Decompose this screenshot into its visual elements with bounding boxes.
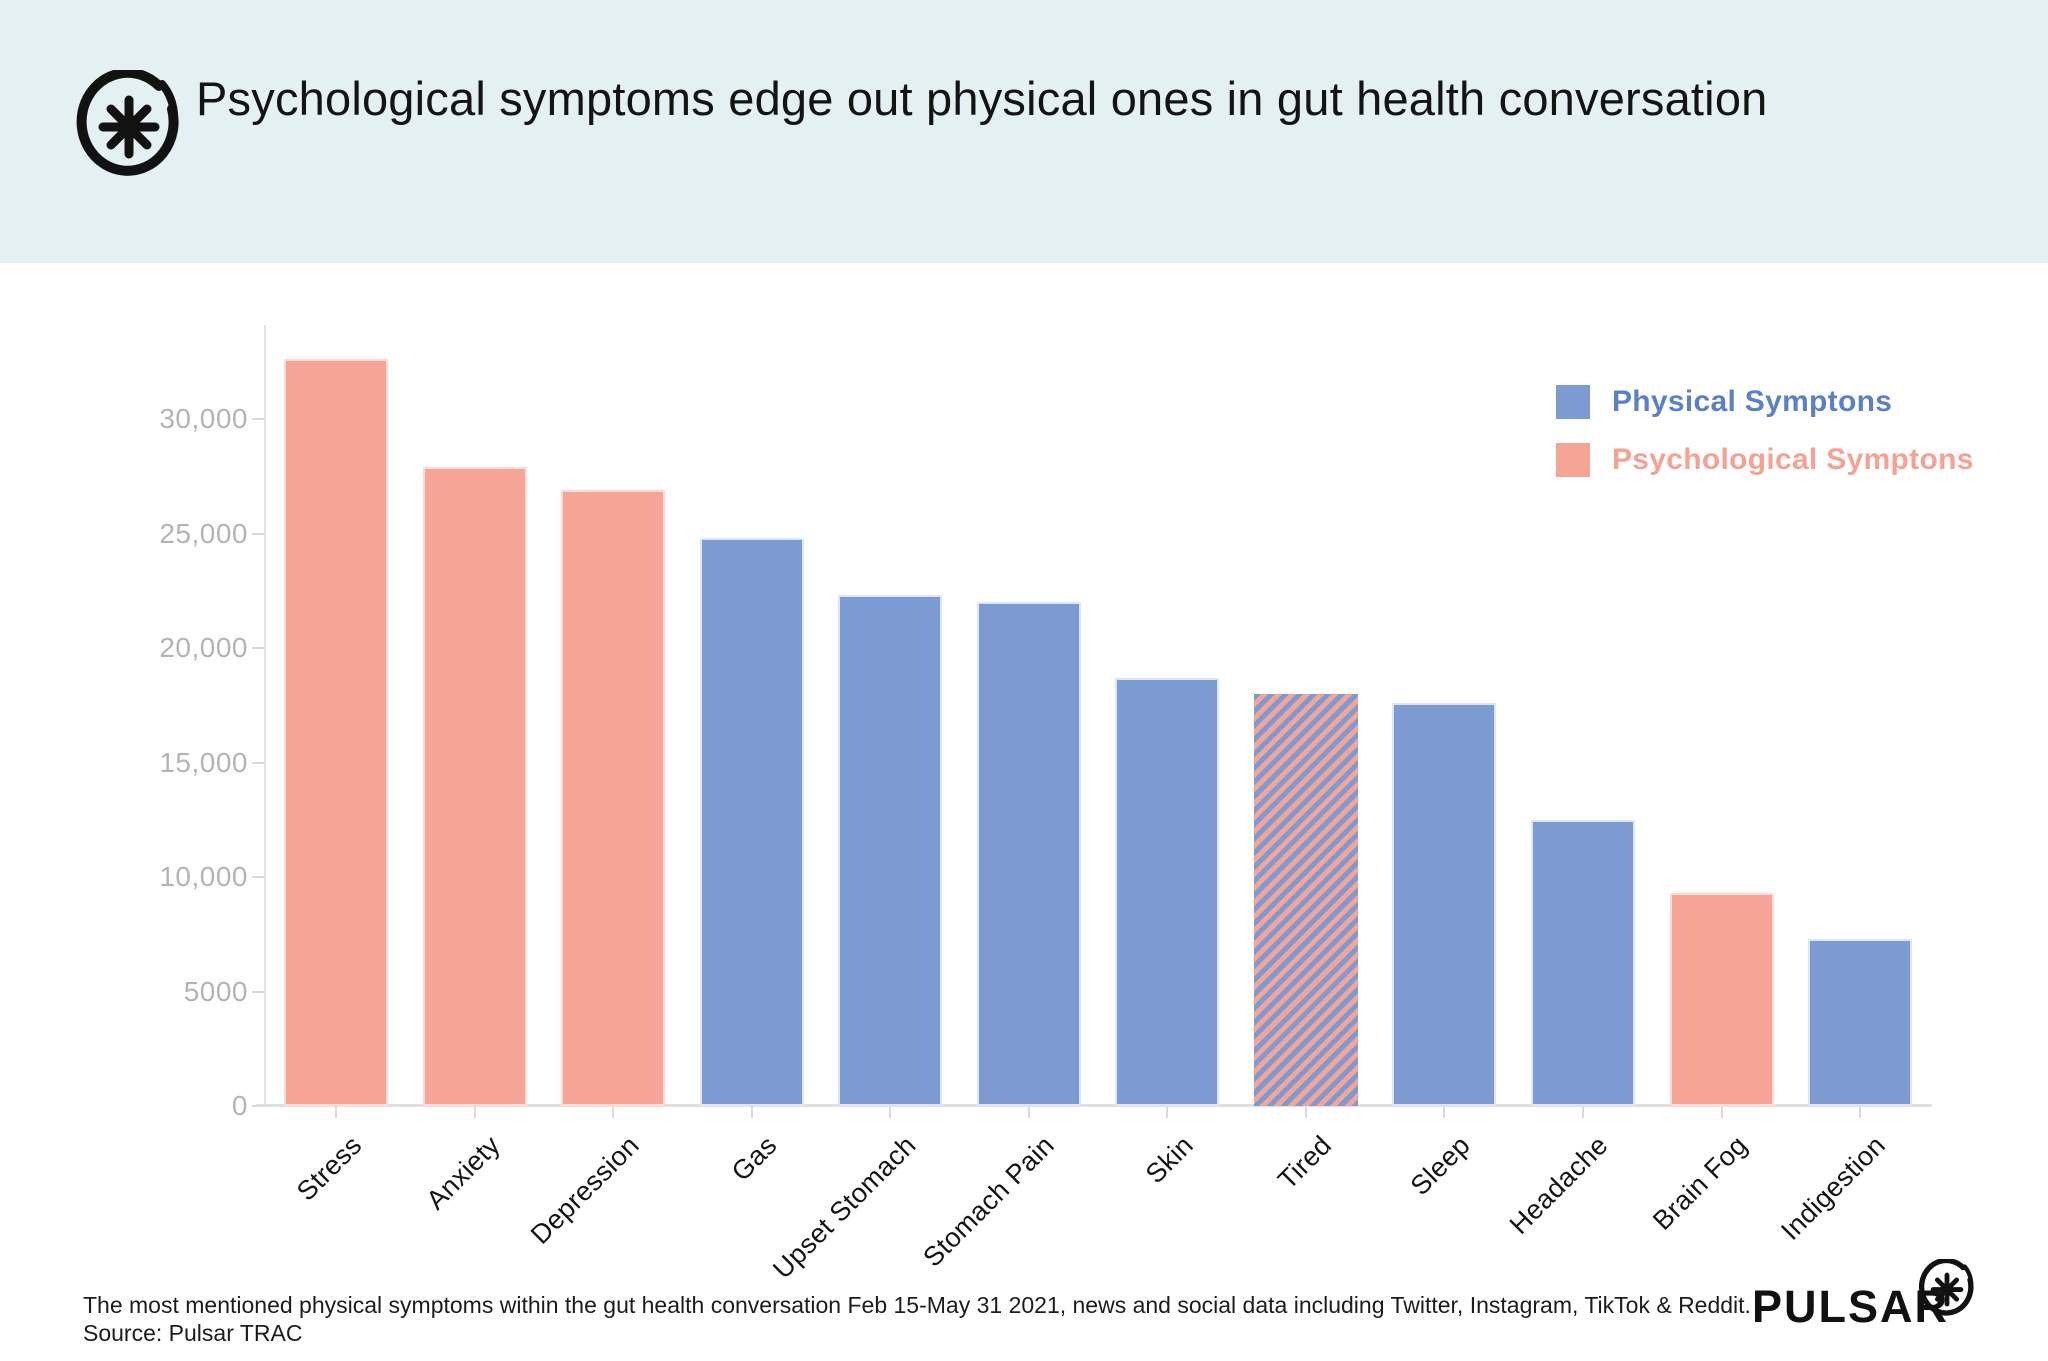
bar-sleep xyxy=(1392,702,1497,1106)
x-axis-tick xyxy=(750,1107,753,1118)
legend-label-physical: Physical Symptons xyxy=(1612,385,1893,418)
y-axis-tick xyxy=(252,876,265,878)
x-axis-label: Brain Fog xyxy=(1646,1130,1753,1236)
x-axis-tick xyxy=(1859,1107,1862,1118)
y-axis-tick xyxy=(252,418,265,420)
x-axis-label: Stress xyxy=(290,1130,368,1207)
x-axis-label: Anxiety xyxy=(420,1130,506,1216)
x-axis-label: Sleep xyxy=(1404,1130,1476,1202)
bar-stress xyxy=(284,359,388,1106)
x-axis-label: Stomach Pain xyxy=(917,1130,1060,1273)
x-axis-tick xyxy=(889,1107,892,1118)
footer-caption-line2: Source: Pulsar TRAC xyxy=(83,1320,303,1346)
y-axis-tick xyxy=(252,990,265,993)
pulsar-logo: PULSAR xyxy=(1752,1257,1974,1333)
y-axis-label: 0 xyxy=(231,1090,248,1121)
bar-upset-stomach xyxy=(838,595,943,1106)
y-axis-label: 5000 xyxy=(183,975,248,1007)
y-axis-label: 15,000 xyxy=(159,746,248,778)
header-band xyxy=(0,0,2048,263)
x-axis-tick xyxy=(335,1107,337,1118)
bar-stomach-pain xyxy=(976,602,1081,1106)
x-axis-label: Depression xyxy=(524,1130,645,1250)
footer-caption-line1: The most mentioned physical symptoms wit… xyxy=(83,1292,1751,1318)
page-title: Psychological symptoms edge out physical… xyxy=(196,72,1768,125)
x-axis-label: Gas xyxy=(725,1130,783,1187)
legend-item-psychological: Psychological Symptons xyxy=(1556,443,1974,477)
pulsar-wordmark: PULSAR xyxy=(1752,1281,1950,1332)
y-axis-label: 20,000 xyxy=(159,632,248,663)
bar-anxiety xyxy=(422,467,527,1106)
x-axis-tick xyxy=(1304,1107,1307,1118)
pulsar-asterisk-icon-small xyxy=(1918,1257,1976,1324)
footer-caption: The most mentioned physical symptoms wit… xyxy=(83,1291,1751,1347)
bar-indigestion xyxy=(1808,938,1913,1106)
chart-legend: Physical Symptons Psychological Symptons xyxy=(1556,385,1974,477)
bar-depression xyxy=(561,489,666,1106)
y-axis-label: 25,000 xyxy=(159,517,248,549)
x-axis-tick xyxy=(1581,1107,1584,1118)
bar-brain-fog xyxy=(1669,893,1774,1106)
bar-headache xyxy=(1530,819,1635,1106)
x-axis-tick xyxy=(473,1107,476,1118)
legend-label-psychological: Psychological Symptons xyxy=(1612,443,1974,476)
y-axis-label: 10,000 xyxy=(159,861,248,892)
x-axis-line xyxy=(256,1104,1932,1107)
x-axis-tick xyxy=(1027,1107,1030,1118)
bar-tired xyxy=(1253,693,1358,1106)
x-axis-label: Indigestion xyxy=(1775,1130,1892,1246)
y-axis-tick xyxy=(252,532,265,535)
y-axis-tick xyxy=(252,1105,265,1107)
y-axis-label: 30,000 xyxy=(159,403,248,434)
y-axis-line xyxy=(264,325,266,1106)
x-axis-label: Headache xyxy=(1504,1130,1615,1240)
x-axis-tick xyxy=(1720,1107,1723,1118)
x-axis-tick xyxy=(1166,1107,1169,1118)
y-axis-tick xyxy=(252,647,265,649)
legend-swatch-psychological xyxy=(1556,443,1590,477)
bar-skin xyxy=(1115,677,1220,1106)
pulsar-asterisk-icon xyxy=(76,67,182,187)
x-axis-label: Skin xyxy=(1139,1130,1199,1190)
x-axis-label: Upset Stomach xyxy=(766,1130,922,1285)
x-axis-tick xyxy=(612,1107,615,1118)
x-axis-label: Tired xyxy=(1271,1130,1338,1196)
bar-gas xyxy=(699,538,804,1106)
legend-swatch-physical xyxy=(1556,385,1590,419)
x-axis-tick xyxy=(1443,1107,1446,1118)
legend-item-physical: Physical Symptons xyxy=(1556,385,1974,419)
y-axis-tick xyxy=(252,761,265,764)
